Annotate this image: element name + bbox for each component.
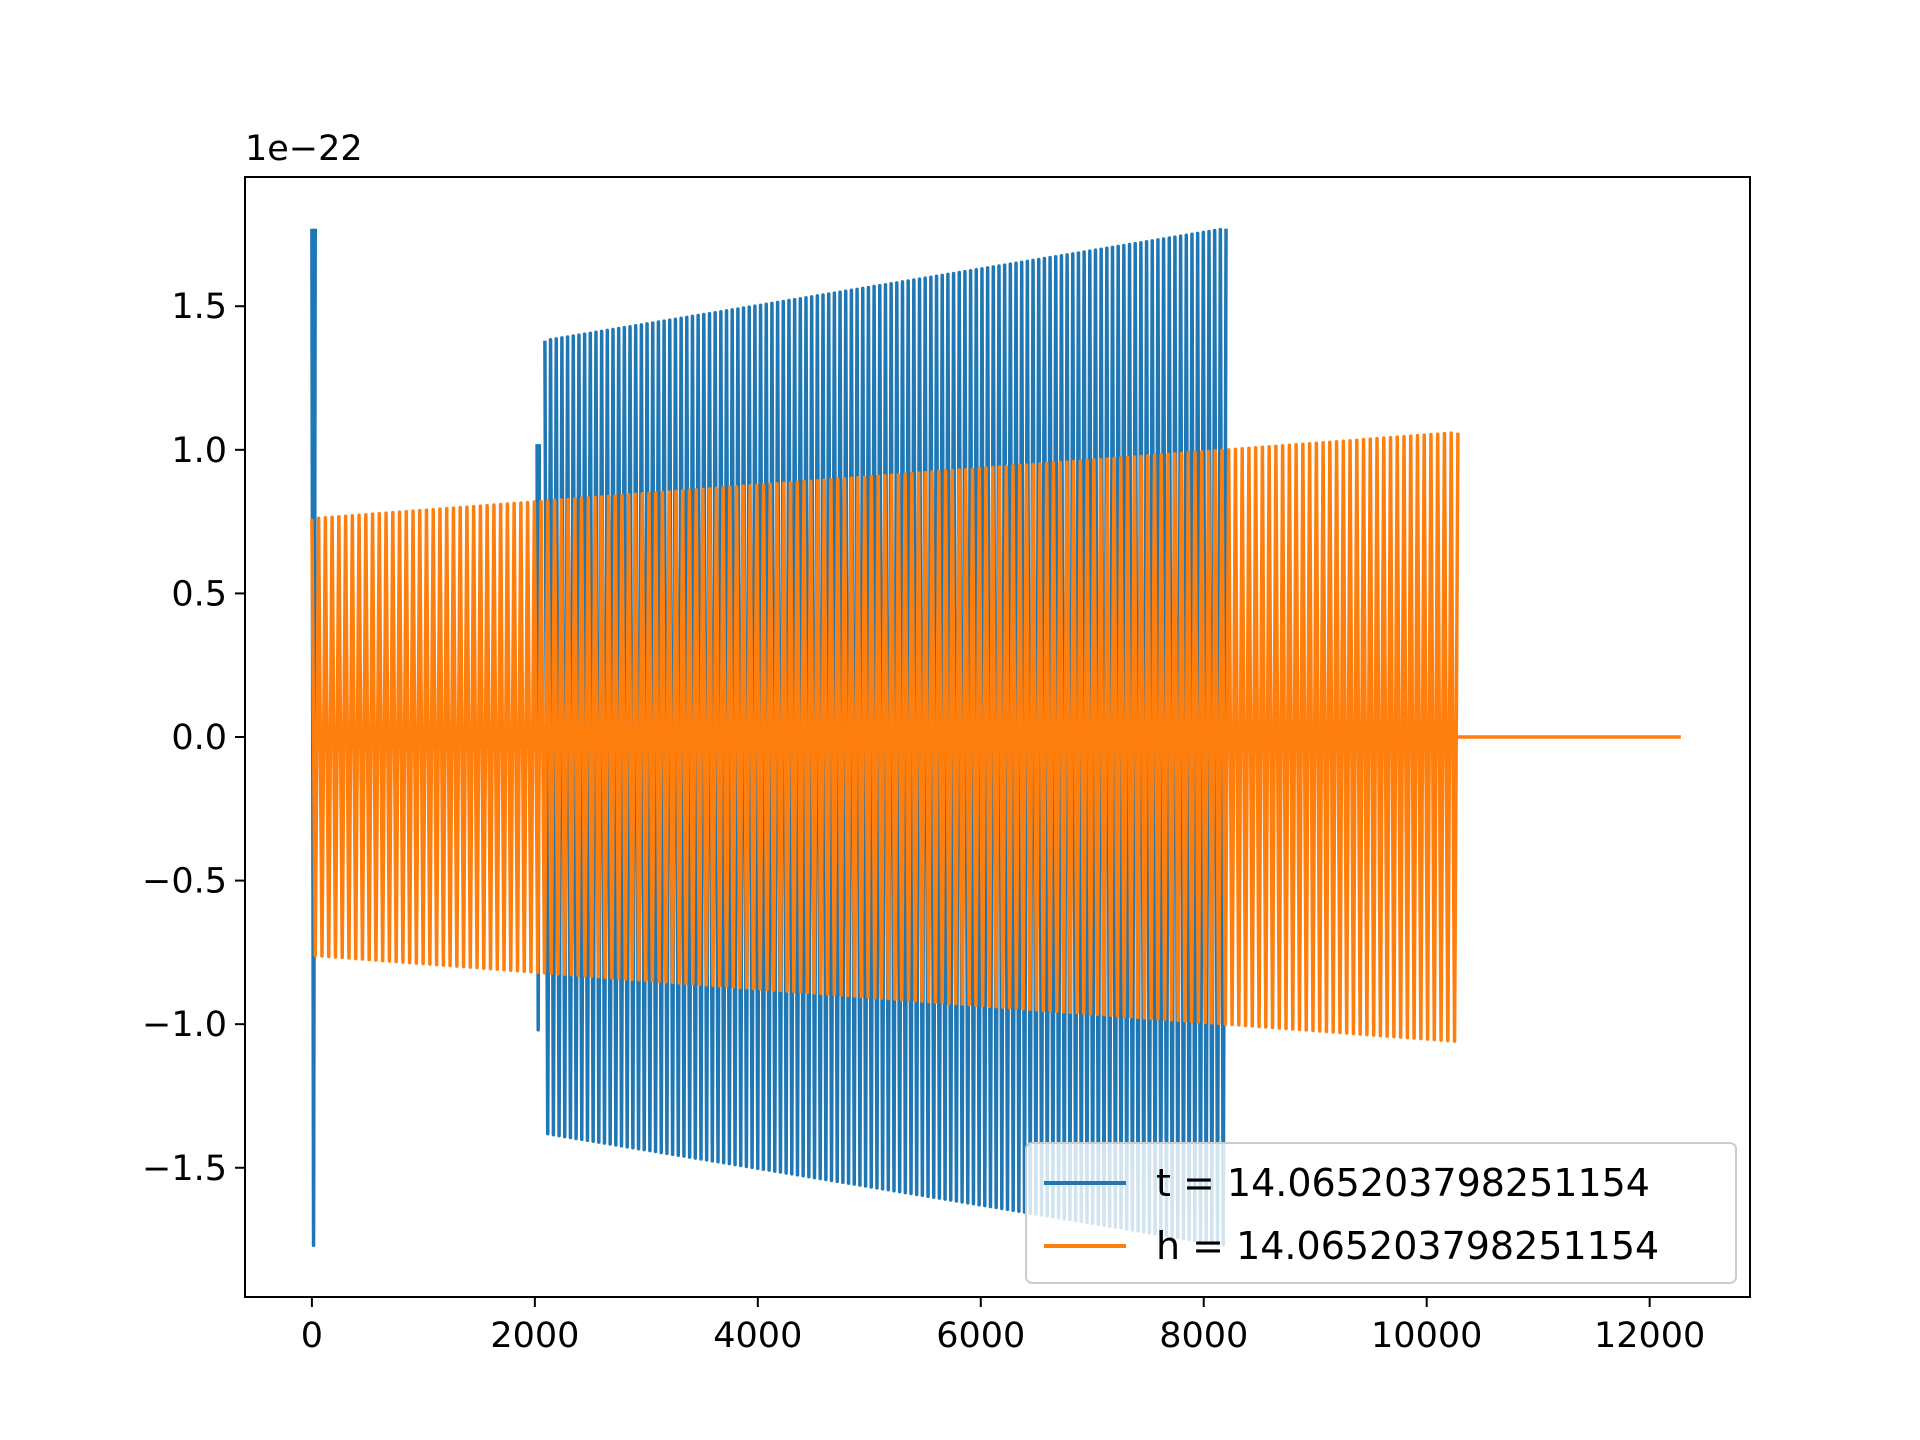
series-layer [310,227,1681,1248]
y-tick-label: 0.0 [171,718,227,758]
legend-box [1025,1142,1737,1284]
x-tick-label: 4000 [713,1316,802,1356]
legend-label-1: t = 14.065203798251154 [1156,1161,1650,1205]
x-tick-label: 6000 [936,1316,1025,1356]
x-tick-label: 0 [301,1316,323,1356]
y-tick-label: 1.5 [171,287,227,327]
y-tick-label: 0.5 [171,574,227,614]
y-offset-label: 1e−22 [245,129,363,169]
y-tick-label: 1.0 [171,431,227,471]
legend-label-2: h = 14.065203798251154 [1156,1224,1659,1268]
x-tick-label: 10000 [1371,1316,1482,1356]
x-tick-label: 2000 [490,1316,579,1356]
x-tick-label: 12000 [1594,1316,1705,1356]
y-axis: −1.5 −1.0 −0.5 0.0 0.5 1.0 1.5 [142,287,245,1189]
y-tick-label: −1.0 [142,1005,227,1045]
series-line-2 [310,431,1460,1043]
y-tick-label: −0.5 [142,862,227,902]
x-axis: 0 2000 4000 6000 8000 10000 12000 [301,1297,1705,1356]
x-tick-label: 8000 [1159,1316,1248,1356]
y-tick-label: −1.5 [142,1149,227,1189]
legend: t = 14.065203798251154 h = 14.06520379825… [1025,1142,1737,1284]
